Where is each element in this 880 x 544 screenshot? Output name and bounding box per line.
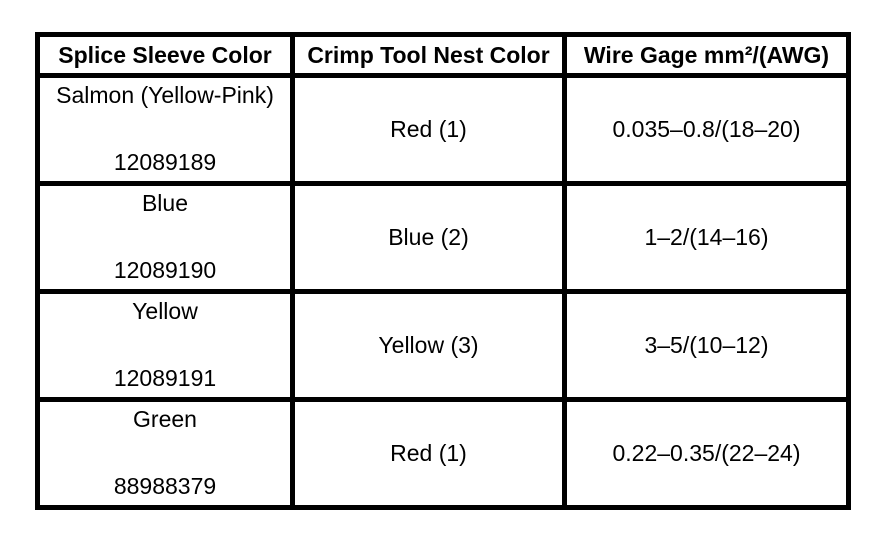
splice-sleeve-reference-table: Splice Sleeve Color Crimp Tool Nest Colo… bbox=[35, 32, 851, 510]
sleeve-color-name: Yellow bbox=[132, 298, 198, 324]
table-row: Green 88988379 Red (1) 0.22–0.35/(22–24) bbox=[35, 397, 851, 510]
nest-color-cell: Blue (2) bbox=[290, 181, 567, 294]
sleeve-part-number: 88988379 bbox=[113, 473, 217, 500]
splice-sleeve-cell: Green 88988379 bbox=[35, 397, 295, 510]
nest-color-cell: Yellow (3) bbox=[290, 289, 567, 402]
splice-sleeve-cell: Salmon (Yellow-Pink) 12089189 bbox=[35, 73, 295, 186]
wire-gage-cell: 1–2/(14–16) bbox=[562, 181, 851, 294]
sleeve-cell-stack: Blue 12089190 bbox=[43, 189, 288, 287]
wire-gage-cell: 3–5/(10–12) bbox=[562, 289, 851, 402]
sleeve-color-name: Blue bbox=[141, 190, 189, 216]
sleeve-part-number: 12089189 bbox=[113, 149, 217, 176]
splice-sleeve-cell: Blue 12089190 bbox=[35, 181, 295, 294]
header-row: Splice Sleeve Color Crimp Tool Nest Colo… bbox=[35, 32, 851, 78]
table-row: Yellow 12089191 Yellow (3) 3–5/(10–12) bbox=[35, 289, 851, 402]
column-header-crimp-tool-nest-color: Crimp Tool Nest Color bbox=[290, 32, 567, 78]
column-header-splice-sleeve-color: Splice Sleeve Color bbox=[35, 32, 295, 78]
sleeve-cell-stack: Salmon (Yellow-Pink) 12089189 bbox=[43, 81, 288, 179]
nest-color-cell: Red (1) bbox=[290, 397, 567, 510]
sleeve-cell-stack: Yellow 12089191 bbox=[43, 297, 288, 395]
column-header-wire-gage: Wire Gage mm²/(AWG) bbox=[562, 32, 851, 78]
table-row: Blue 12089190 Blue (2) 1–2/(14–16) bbox=[35, 181, 851, 294]
sleeve-cell-stack: Green 88988379 bbox=[43, 405, 288, 503]
wire-gage-cell: 0.22–0.35/(22–24) bbox=[562, 397, 851, 510]
splice-sleeve-cell: Yellow 12089191 bbox=[35, 289, 295, 402]
sleeve-color-name: Salmon (Yellow-Pink) bbox=[56, 82, 274, 108]
wire-gage-cell: 0.035–0.8/(18–20) bbox=[562, 73, 851, 186]
nest-color-cell: Red (1) bbox=[290, 73, 567, 186]
sleeve-color-name: Green bbox=[133, 406, 197, 432]
sleeve-part-number: 12089191 bbox=[113, 365, 217, 392]
sleeve-part-number: 12089190 bbox=[113, 257, 217, 284]
table-row: Salmon (Yellow-Pink) 12089189 Red (1) 0.… bbox=[35, 73, 851, 186]
